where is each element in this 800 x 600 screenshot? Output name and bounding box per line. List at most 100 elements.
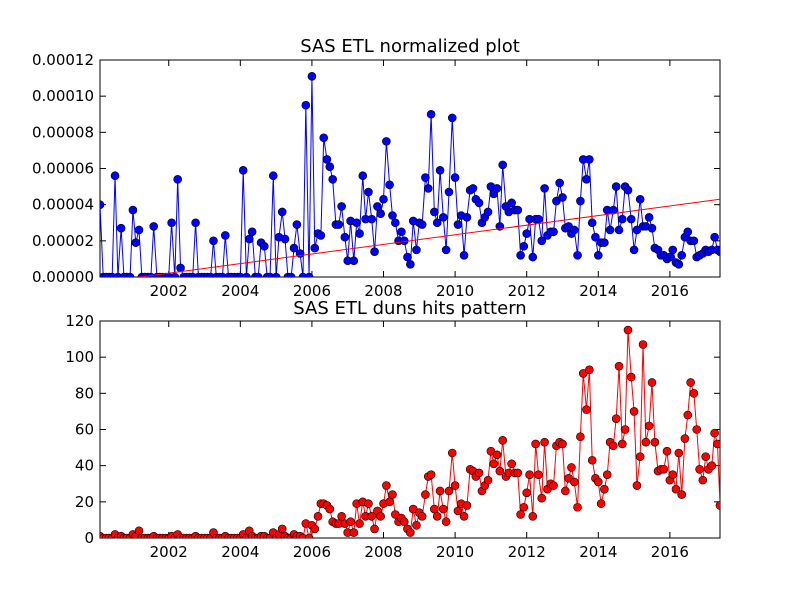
data-point — [173, 175, 182, 184]
data-point — [438, 504, 448, 514]
panel-normalized-plot: SAS ETL normalized plot 2002 2004 2006 2008… — [32, 36, 721, 300]
data-point — [373, 202, 382, 211]
data-point — [358, 171, 368, 181]
data-point — [438, 213, 448, 222]
data-point — [585, 365, 594, 375]
data-point — [582, 405, 591, 414]
data-point — [495, 466, 505, 476]
data-point — [444, 486, 454, 496]
data-point — [591, 232, 600, 242]
data-point — [689, 389, 699, 398]
data-point — [638, 340, 648, 349]
x-axis-duns: 2002 2004 2006 2008 2010 2012 2014 2016 — [150, 321, 689, 561]
y-tick-label: 0.00004 — [32, 196, 94, 214]
data-point — [635, 452, 645, 461]
data-point — [426, 109, 436, 119]
y-tick-label: 20 — [75, 493, 94, 511]
data-point — [450, 173, 460, 182]
data-point — [412, 245, 421, 255]
data-point — [519, 241, 529, 251]
data-point — [587, 455, 597, 465]
data-point — [534, 470, 543, 480]
data-point — [617, 214, 627, 224]
y-tick-label: 80 — [75, 384, 94, 402]
x-tick-label: 2004 — [221, 282, 259, 300]
data-point — [644, 213, 654, 222]
data-point — [513, 468, 523, 478]
data-point — [253, 272, 263, 277]
data-point — [537, 493, 547, 503]
data-point — [307, 71, 317, 81]
data-point — [537, 236, 547, 246]
data-point — [498, 160, 508, 170]
data-point — [453, 506, 463, 516]
y-axis-normalized: 0.00000 0.00002 0.00004 0.00006 0.00008 0.000… — [32, 51, 720, 286]
data-point — [220, 231, 230, 240]
data-point — [364, 187, 373, 197]
data-point — [242, 272, 251, 277]
data-point — [540, 184, 549, 193]
data-point — [528, 511, 538, 521]
data-point — [388, 490, 397, 499]
data-point — [355, 519, 364, 528]
data-point — [370, 247, 379, 256]
data-point — [585, 155, 594, 164]
data-point — [582, 175, 591, 184]
data-point — [462, 501, 472, 510]
data-point — [540, 437, 549, 447]
data-point — [313, 511, 323, 521]
y-tick-label: 120 — [65, 312, 94, 330]
data-point — [626, 214, 636, 224]
data-point — [689, 236, 699, 246]
data-point — [576, 432, 585, 442]
y-tick-label: 0.00006 — [32, 160, 94, 178]
data-point — [450, 481, 460, 490]
y-tick-label: 0.00012 — [32, 51, 94, 69]
y-tick-label: 100 — [65, 348, 94, 366]
data-point — [349, 256, 359, 266]
data-point — [128, 205, 138, 215]
chart-title-duns: SAS ETL duns hits pattern — [293, 298, 526, 319]
data-point — [644, 421, 654, 431]
data-point — [260, 241, 269, 251]
data-point — [525, 470, 534, 480]
data-point — [611, 414, 621, 423]
data-point — [558, 193, 567, 202]
data-point — [441, 517, 451, 527]
data-point — [611, 182, 621, 191]
data-point — [516, 510, 525, 519]
data-point — [319, 133, 329, 143]
data-point — [134, 225, 144, 235]
data-point — [635, 194, 645, 204]
y-tick-label: 0.00000 — [32, 268, 94, 286]
data-point — [170, 272, 180, 277]
data-point — [641, 437, 651, 447]
x-tick-label: 2006 — [293, 543, 331, 561]
data-point — [432, 511, 442, 521]
data-point — [391, 218, 400, 228]
data-point — [125, 272, 135, 277]
x-tick-label: 2016 — [651, 282, 689, 300]
data-point — [459, 511, 469, 521]
data-point — [325, 504, 335, 514]
data-point — [647, 223, 657, 233]
data-point — [659, 464, 669, 474]
x-axis-normalized: 2002 2004 2006 2008 2010 2012 2014 2016 — [150, 60, 689, 300]
data-point — [337, 511, 346, 521]
data-point — [668, 245, 678, 255]
data-point — [695, 464, 704, 474]
x-tick-label: 2010 — [436, 543, 474, 561]
data-point — [286, 272, 296, 277]
data-point — [462, 213, 472, 222]
x-tick-label: 2014 — [579, 543, 617, 561]
data-point — [692, 425, 702, 434]
data-point — [364, 499, 373, 508]
data-point — [316, 231, 326, 240]
data-point — [573, 251, 582, 260]
data-point — [609, 205, 618, 215]
data-point — [570, 477, 579, 487]
data-point — [149, 222, 158, 231]
data-point — [191, 218, 200, 228]
